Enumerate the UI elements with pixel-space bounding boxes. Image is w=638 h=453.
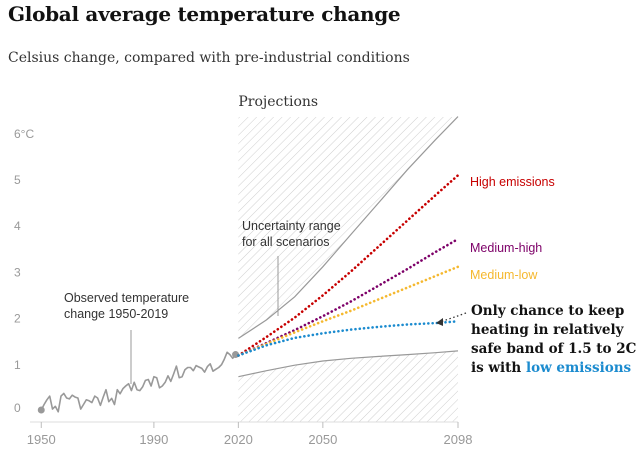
callout-arrowhead	[436, 318, 443, 326]
observed-start-dot	[37, 406, 45, 414]
callout-line3: safe band of 1.5 to 2C	[471, 341, 637, 357]
medium-low-line	[237, 265, 460, 357]
medium-high-label: Medium-high	[470, 241, 542, 255]
y-tick-label-2: 2	[14, 312, 21, 326]
uncertainty-upper-line	[238, 116, 459, 339]
low-emissions-highlight: low emissions	[526, 360, 632, 376]
uncertainty-annotation-line2: for all scenarios	[242, 235, 330, 249]
y-tick-label-3: 3	[14, 265, 21, 279]
low-emissions-line	[237, 319, 460, 357]
y-tick-label-0: 0	[14, 401, 21, 415]
medium-low-label: Medium-low	[470, 268, 538, 282]
x-tick-label-2098: 2098	[444, 432, 473, 447]
projections-label: Projections	[238, 94, 318, 110]
y-tick-label-1: 1	[14, 358, 21, 372]
y-tick-label-4: 4	[14, 219, 21, 233]
medium-high-line	[237, 237, 460, 357]
callout-line2: heating in relatively	[471, 322, 625, 338]
x-tick-label-2050: 2050	[308, 432, 337, 447]
observed-end-dot	[232, 351, 240, 359]
uncertainty-annotation-line1: Uncertainty range	[242, 219, 341, 233]
uncertainty-lower-line	[238, 350, 459, 378]
chart-title: Global average temperature change	[8, 2, 401, 26]
high-emissions-label: High emissions	[470, 175, 555, 189]
high-emissions-line	[237, 174, 460, 357]
callout-line1: Only chance to keep	[471, 303, 624, 319]
callout-line4: is with low emissions	[471, 360, 632, 376]
observed-line	[40, 351, 237, 413]
uncertainty-band	[238, 116, 458, 377]
x-tick-label-2020: 2020	[224, 432, 253, 447]
observed-annotation-line2: change 1950-2019	[64, 307, 168, 321]
chart-subtitle: Celsius change, compared with pre-indust…	[8, 50, 410, 66]
observed-annotation-line1: Observed temperature	[64, 291, 189, 305]
y-tick-label-6: 6°C	[14, 127, 34, 141]
y-tick-label-5: 5	[14, 173, 21, 187]
x-tick-label-1990: 1990	[139, 432, 168, 447]
x-tick-label-1950: 1950	[27, 432, 56, 447]
